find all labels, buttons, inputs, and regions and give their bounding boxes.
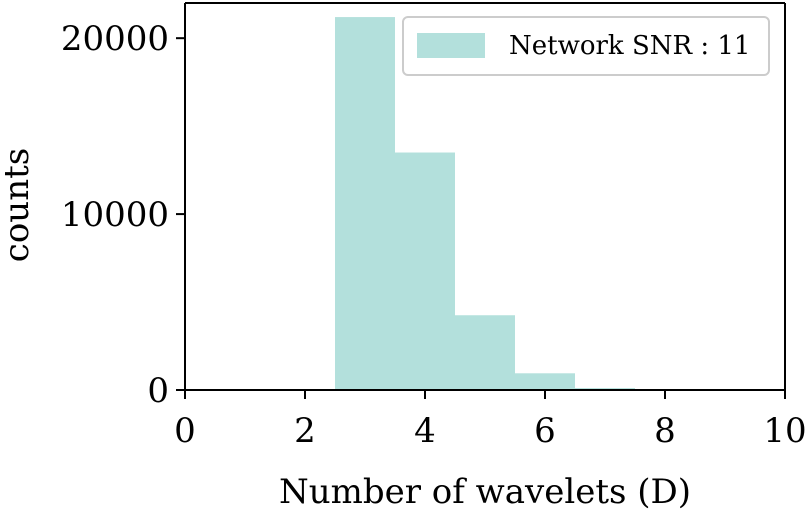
x-tick-label: 8 [654, 411, 676, 451]
x-tick-label: 4 [414, 411, 436, 451]
histogram-bar [395, 152, 455, 390]
legend-label: Network SNR : 11 [509, 31, 750, 61]
histogram-bar [515, 373, 575, 390]
y-tick-label: 20000 [61, 19, 169, 59]
axes-layer [184, 2, 786, 391]
legend-frame [402, 16, 770, 76]
legend: Network SNR : 11 [402, 16, 770, 76]
y-tick-label: 0 [147, 371, 169, 411]
histogram-bar [335, 17, 395, 391]
x-tick-label: 10 [763, 411, 806, 451]
bars-layer [335, 17, 635, 391]
legend-swatch [417, 33, 485, 58]
y-tick-label: 10000 [61, 195, 169, 235]
x-axis-label: Number of wavelets (D) [279, 472, 691, 510]
x-tick-label: 6 [534, 411, 556, 451]
x-tick-label: 0 [174, 411, 196, 451]
histogram-bar [455, 315, 515, 390]
ticks-layer: 0 2 4 6 8 10 0 10000 20000 [61, 19, 806, 451]
x-tick-label: 2 [294, 411, 316, 451]
y-axis-label: counts [0, 148, 37, 262]
